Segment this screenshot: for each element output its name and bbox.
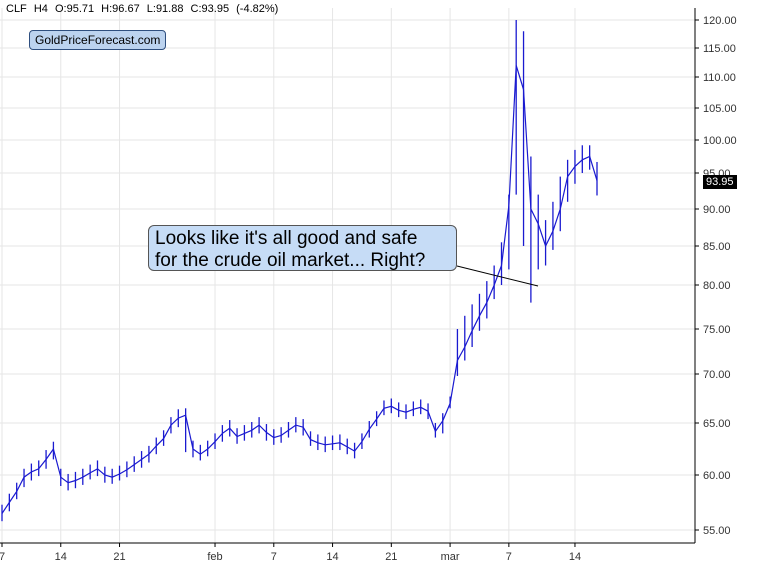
chart-grid	[0, 8, 695, 543]
y-tick-label: 115.00	[703, 43, 736, 55]
x-tick-label: 7	[0, 551, 5, 563]
high-value: H:96.67	[101, 3, 140, 15]
close-value: C:93.95	[190, 3, 230, 15]
x-tick-label: 21	[385, 551, 397, 563]
x-tick-label: 21	[113, 551, 125, 563]
last-price-badge: 93.95	[703, 175, 737, 189]
symbol-label: CLF	[6, 3, 27, 15]
x-tick-label: 7	[271, 551, 277, 563]
y-tick-label: 80.00	[703, 280, 731, 292]
y-tick-label: 120.00	[703, 15, 737, 27]
low-value: L:91.88	[146, 3, 184, 15]
y-tick-label: 100.00	[703, 135, 737, 147]
brand-badge: GoldPriceForecast.com	[29, 30, 167, 50]
price-series	[1, 20, 598, 522]
callout-pointer	[456, 265, 539, 287]
y-tick-label: 90.00	[703, 204, 731, 216]
timeframe-label: H4	[33, 3, 48, 15]
y-tick-label: 70.00	[703, 369, 731, 381]
annotation-line-2: for the crude oil market... Right?	[155, 250, 426, 271]
annotation-callout: Looks like it's all good and safe for th…	[148, 225, 457, 271]
change-value: (-4.82%)	[236, 3, 279, 15]
x-tick-label: 7	[506, 551, 512, 563]
y-tick-label: 60.00	[703, 470, 731, 482]
y-tick-label: 105.00	[703, 103, 737, 115]
x-tick-label: 14	[55, 551, 67, 563]
y-axis-ticks: 55.00 60.00 65.00 70.00 75.00 80.00 85.00 90.00…	[695, 15, 737, 537]
open-value: O:95.71	[54, 3, 95, 15]
x-tick-label: 14	[569, 551, 581, 563]
close-line	[1, 65, 598, 514]
x-tick-label: feb	[207, 551, 222, 563]
chart-axes	[0, 8, 696, 544]
x-tick-label: 14	[326, 551, 338, 563]
x-tick-label: mar	[441, 551, 460, 563]
y-tick-label: 75.00	[703, 324, 731, 336]
annotation-line-1: Looks like it's all good and safe	[155, 228, 418, 249]
x-axis-ticks: 7 14 21 feb 7 14 21 mar 7 14	[0, 543, 581, 563]
y-tick-label: 65.00	[703, 418, 731, 430]
y-tick-label: 55.00	[703, 525, 731, 537]
symbol-header: CLF H4 O:95.71 H:96.67 L:91.88 C:93.95 (…	[6, 3, 282, 15]
y-tick-label: 85.00	[703, 241, 731, 253]
y-tick-label: 110.00	[703, 72, 736, 84]
